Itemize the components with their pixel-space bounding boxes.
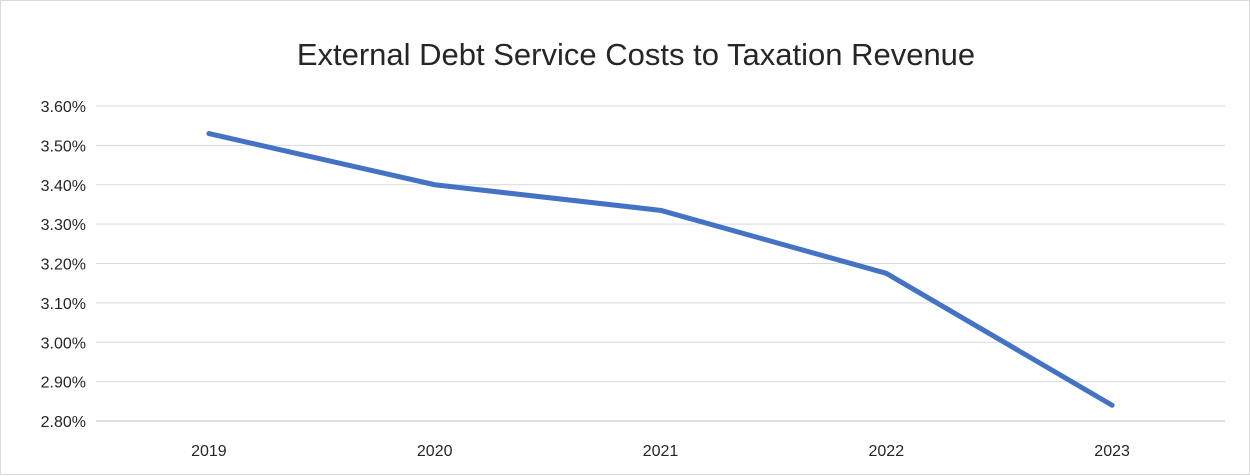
y-axis-tick-labels: 2.80% 2.90% 3.00% 3.10% 3.20% 3.30% 3.40% 3.50%… xyxy=(41,99,86,431)
y-tick-label: 3.50% xyxy=(41,138,86,155)
y-tick-label: 3.40% xyxy=(41,178,86,195)
y-tick-label: 3.20% xyxy=(41,257,86,274)
y-tick-label: 2.80% xyxy=(41,414,86,431)
y-tick-label: 3.00% xyxy=(41,335,86,352)
x-tick-label: 2023 xyxy=(1094,443,1130,460)
y-tick-label: 3.30% xyxy=(41,217,86,234)
series-layer xyxy=(206,131,1115,408)
series-line xyxy=(206,131,1115,408)
gridlines xyxy=(96,105,1225,422)
y-tick-label: 3.10% xyxy=(41,296,86,313)
x-tick-label: 2022 xyxy=(869,443,905,460)
x-tick-label: 2021 xyxy=(643,443,679,460)
chart-title: External Debt Service Costs to Taxation … xyxy=(297,37,975,72)
y-tick-label: 2.90% xyxy=(41,375,86,392)
x-tick-label: 2019 xyxy=(191,443,227,460)
x-axis-tick-labels: 2019 2020 2021 2022 2023 xyxy=(191,443,1130,460)
x-tick-label: 2020 xyxy=(417,443,453,460)
y-tick-label: 3.60% xyxy=(41,99,86,116)
